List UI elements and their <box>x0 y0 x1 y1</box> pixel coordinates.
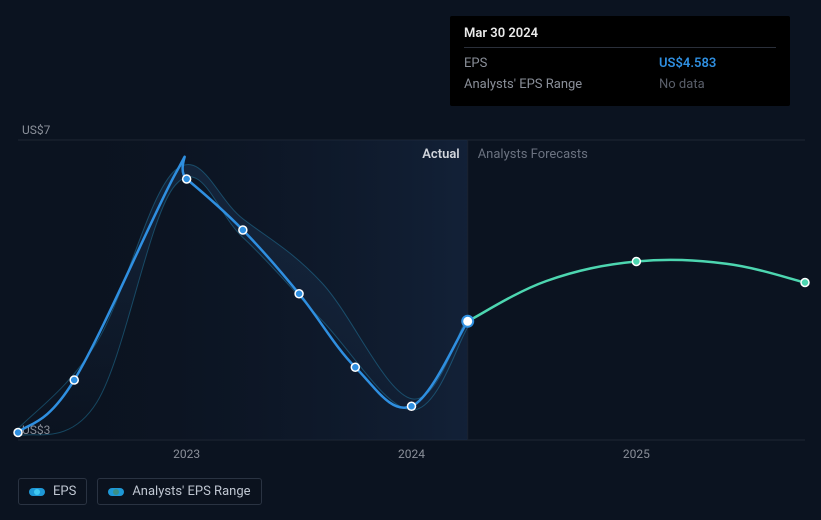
eps-marker[interactable] <box>239 226 247 234</box>
legend-item-eps[interactable]: EPS <box>18 478 87 505</box>
legend-label: Analysts' EPS Range <box>132 484 250 499</box>
tooltip-row-value: No data <box>659 75 705 96</box>
forecast-marker[interactable] <box>801 279 809 287</box>
region-label-forecast: Analysts Forecasts <box>478 147 588 162</box>
eps-marker[interactable] <box>295 290 303 298</box>
eps-marker[interactable] <box>70 376 78 384</box>
legend-swatch-icon <box>108 488 124 496</box>
chart-tooltip: Mar 30 2024 EPSUS$4.583Analysts' EPS Ran… <box>450 16 790 106</box>
tooltip-row-label: Analysts' EPS Range <box>464 75 604 96</box>
eps-marker[interactable] <box>351 363 359 371</box>
eps-marker[interactable] <box>408 402 416 410</box>
tooltip-row-value: US$4.583 <box>659 54 716 75</box>
forecast-line <box>468 260 805 321</box>
tooltip-row: EPS US$4.583 <box>464 54 776 75</box>
tooltip-separator <box>464 47 776 48</box>
x-axis-tick-label: 2024 <box>398 447 425 461</box>
tooltip-date: Mar 30 2024 <box>464 26 776 41</box>
eps-marker[interactable] <box>183 175 191 183</box>
legend-label: EPS <box>53 484 76 499</box>
x-axis-tick-label: 2023 <box>173 447 200 461</box>
tooltip-row-label: EPS <box>464 54 604 75</box>
x-axis-tick-label: 2025 <box>623 447 650 461</box>
tooltip-row: Analysts' EPS Range No data <box>464 75 776 96</box>
hover-marker[interactable] <box>462 316 473 327</box>
eps-marker[interactable] <box>14 429 22 437</box>
region-label-actual: Actual <box>422 147 459 162</box>
y-axis-tick-label: US$7 <box>22 123 51 137</box>
legend: EPS Analysts' EPS Range <box>18 478 262 505</box>
legend-item-range[interactable]: Analysts' EPS Range <box>97 478 261 505</box>
eps-chart: ActualAnalysts ForecastsUS$7US$320232024… <box>0 0 821 520</box>
forecast-marker[interactable] <box>632 258 640 266</box>
legend-swatch-icon <box>29 488 45 496</box>
